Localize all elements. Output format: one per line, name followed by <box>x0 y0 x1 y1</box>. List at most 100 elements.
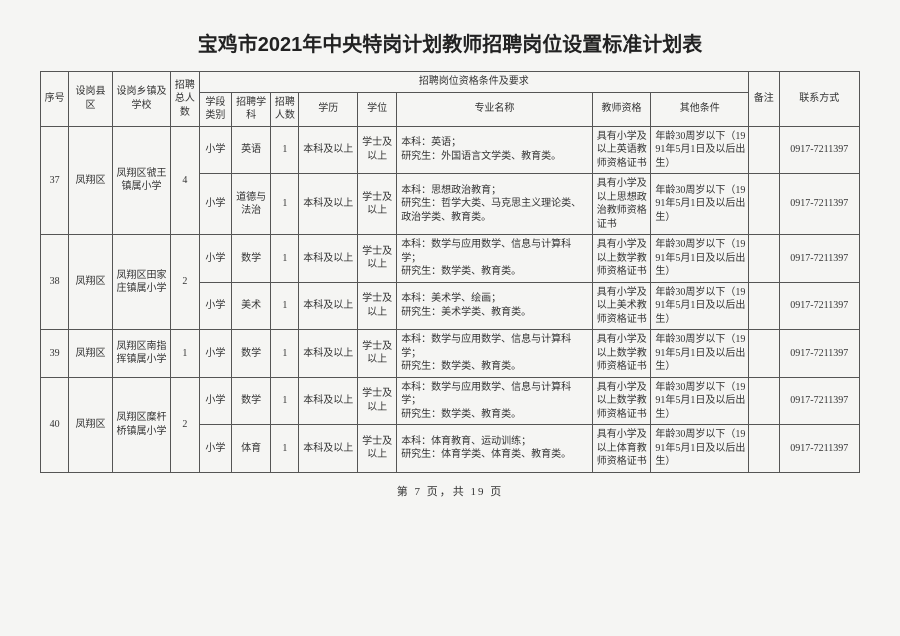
cell-degree: 学士及以上 <box>358 282 397 330</box>
cell-major: 本科：数学与应用数学、信息与计算科学；研究生：数学类、教育类。 <box>397 330 593 378</box>
cell-seq: 38 <box>41 235 69 330</box>
cell-total: 4 <box>171 126 199 235</box>
cell-seq: 40 <box>41 377 69 472</box>
cell-county: 凤翔区 <box>69 235 112 330</box>
cell-edu: 本科及以上 <box>299 330 358 378</box>
cell-total: 2 <box>171 377 199 472</box>
cell-count: 1 <box>271 377 299 425</box>
th-req-group: 招聘岗位资格条件及要求 <box>199 72 749 93</box>
th-school: 设岗乡镇及学校 <box>112 72 171 127</box>
table-row: 40凤翔区凤翔区糜杆桥镇属小学2小学数学1本科及以上学士及以上本科：数学与应用数… <box>41 377 860 425</box>
cell-cert: 具有小学及以上思想政治教师资格证书 <box>592 174 651 235</box>
th-subject: 招聘学科 <box>232 92 271 126</box>
th-stage: 学段类别 <box>199 92 232 126</box>
page-footer: 第 7 页，共 19 页 <box>40 483 860 499</box>
th-cert: 教师资格 <box>592 92 651 126</box>
cell-stage: 小学 <box>199 330 232 378</box>
cell-contact: 0917-7211397 <box>779 282 860 330</box>
cell-stage: 小学 <box>199 174 232 235</box>
cell-remark <box>749 174 779 235</box>
cell-school: 凤翔区糜杆桥镇属小学 <box>112 377 171 472</box>
th-contact: 联系方式 <box>779 72 860 127</box>
cell-other: 年龄30周岁以下（1991年5月1日及以后出生） <box>651 377 749 425</box>
cell-count: 1 <box>271 425 299 473</box>
th-total: 招聘总人数 <box>171 72 199 127</box>
cell-degree: 学士及以上 <box>358 425 397 473</box>
cell-count: 1 <box>271 235 299 283</box>
cell-remark <box>749 282 779 330</box>
cell-total: 2 <box>171 235 199 330</box>
th-edu: 学历 <box>299 92 358 126</box>
table-row: 37凤翔区凤翔区虢王镇属小学4小学英语1本科及以上学士及以上本科：英语；研究生：… <box>41 126 860 174</box>
cell-contact: 0917-7211397 <box>779 126 860 174</box>
cell-county: 凤翔区 <box>69 330 112 378</box>
th-remark: 备注 <box>749 72 779 127</box>
cell-county: 凤翔区 <box>69 377 112 472</box>
cell-cert: 具有小学及以上英语教师资格证书 <box>592 126 651 174</box>
recruitment-table: 序号 设岗县区 设岗乡镇及学校 招聘总人数 招聘岗位资格条件及要求 备注 联系方… <box>40 71 860 473</box>
cell-count: 1 <box>271 174 299 235</box>
cell-cert: 具有小学及以上数学教师资格证书 <box>592 235 651 283</box>
cell-edu: 本科及以上 <box>299 425 358 473</box>
cell-cert: 具有小学及以上美术教师资格证书 <box>592 282 651 330</box>
cell-subject: 英语 <box>232 126 271 174</box>
cell-degree: 学士及以上 <box>358 126 397 174</box>
cell-degree: 学士及以上 <box>358 377 397 425</box>
cell-stage: 小学 <box>199 377 232 425</box>
cell-edu: 本科及以上 <box>299 282 358 330</box>
cell-major: 本科：思想政治教育；研究生：哲学大类、马克思主义理论类、政治学类、教育类。 <box>397 174 593 235</box>
cell-contact: 0917-7211397 <box>779 330 860 378</box>
cell-count: 1 <box>271 282 299 330</box>
th-count: 招聘人数 <box>271 92 299 126</box>
cell-subject: 数学 <box>232 330 271 378</box>
cell-subject: 体育 <box>232 425 271 473</box>
cell-count: 1 <box>271 126 299 174</box>
cell-stage: 小学 <box>199 126 232 174</box>
th-other: 其他条件 <box>651 92 749 126</box>
cell-stage: 小学 <box>199 235 232 283</box>
th-seq: 序号 <box>41 72 69 127</box>
cell-degree: 学士及以上 <box>358 174 397 235</box>
th-major: 专业名称 <box>397 92 593 126</box>
cell-remark <box>749 235 779 283</box>
cell-remark <box>749 425 779 473</box>
cell-contact: 0917-7211397 <box>779 425 860 473</box>
cell-major: 本科：体育教育、运动训练；研究生：体育学类、体育类、教育类。 <box>397 425 593 473</box>
cell-school: 凤翔区虢王镇属小学 <box>112 126 171 235</box>
cell-cert: 具有小学及以上体育教师资格证书 <box>592 425 651 473</box>
page-title: 宝鸡市2021年中央特岗计划教师招聘岗位设置标准计划表 <box>40 28 860 57</box>
table-row: 38凤翔区凤翔区田家庄镇属小学2小学数学1本科及以上学士及以上本科：数学与应用数… <box>41 235 860 283</box>
cell-seq: 39 <box>41 330 69 378</box>
cell-cert: 具有小学及以上数学教师资格证书 <box>592 377 651 425</box>
cell-edu: 本科及以上 <box>299 174 358 235</box>
cell-remark <box>749 126 779 174</box>
cell-subject: 道德与法治 <box>232 174 271 235</box>
cell-stage: 小学 <box>199 282 232 330</box>
cell-edu: 本科及以上 <box>299 126 358 174</box>
cell-major: 本科：英语；研究生：外国语言文学类、教育类。 <box>397 126 593 174</box>
cell-edu: 本科及以上 <box>299 235 358 283</box>
cell-degree: 学士及以上 <box>358 330 397 378</box>
cell-other: 年龄30周岁以下（1991年5月1日及以后出生） <box>651 126 749 174</box>
cell-degree: 学士及以上 <box>358 235 397 283</box>
cell-total: 1 <box>171 330 199 378</box>
cell-major: 本科：数学与应用数学、信息与计算科学；研究生：数学类、教育类。 <box>397 377 593 425</box>
cell-school: 凤翔区南指挥镇属小学 <box>112 330 171 378</box>
cell-other: 年龄30周岁以下（1991年5月1日及以后出生） <box>651 425 749 473</box>
cell-other: 年龄30周岁以下（1991年5月1日及以后出生） <box>651 235 749 283</box>
cell-edu: 本科及以上 <box>299 377 358 425</box>
cell-major: 本科：美术学、绘画；研究生：美术学类、教育类。 <box>397 282 593 330</box>
th-degree: 学位 <box>358 92 397 126</box>
cell-cert: 具有小学及以上数学教师资格证书 <box>592 330 651 378</box>
table-row: 39凤翔区凤翔区南指挥镇属小学1小学数学1本科及以上学士及以上本科：数学与应用数… <box>41 330 860 378</box>
th-county: 设岗县区 <box>69 72 112 127</box>
cell-seq: 37 <box>41 126 69 235</box>
cell-contact: 0917-7211397 <box>779 235 860 283</box>
cell-stage: 小学 <box>199 425 232 473</box>
cell-subject: 美术 <box>232 282 271 330</box>
cell-county: 凤翔区 <box>69 126 112 235</box>
cell-major: 本科：数学与应用数学、信息与计算科学；研究生：数学类、教育类。 <box>397 235 593 283</box>
cell-other: 年龄30周岁以下（1991年5月1日及以后出生） <box>651 282 749 330</box>
cell-contact: 0917-7211397 <box>779 377 860 425</box>
cell-subject: 数学 <box>232 235 271 283</box>
